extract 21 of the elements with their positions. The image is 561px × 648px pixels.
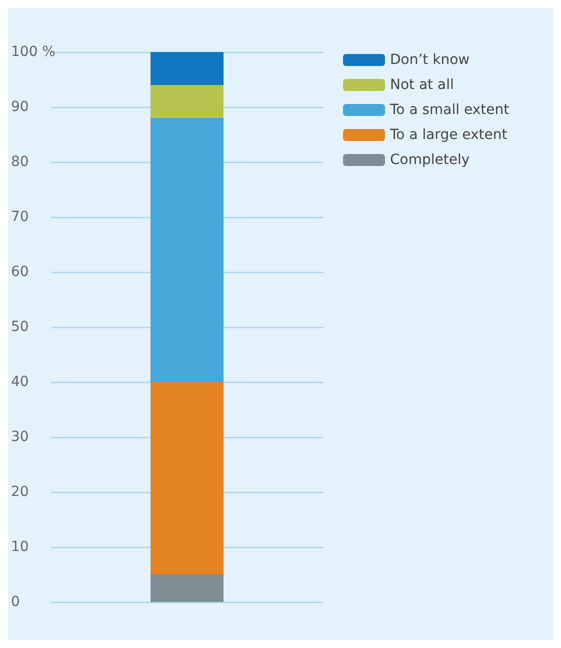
y-tick-label: 40 <box>11 374 29 390</box>
bar <box>150 118 224 382</box>
y-tick-label: 80 <box>11 154 29 170</box>
y-tick-label: 50 <box>11 319 29 335</box>
y-tick-label: 30 <box>11 429 29 445</box>
y-tick-label: 100 % <box>11 44 56 60</box>
y-tick-label: 90 <box>11 99 29 115</box>
bar <box>150 52 224 85</box>
y-tick-label: 0 <box>11 594 20 610</box>
bar <box>150 85 224 118</box>
y-tick-label: 20 <box>11 484 29 500</box>
bar <box>150 574 224 602</box>
legend-label: To a large extent <box>389 127 508 143</box>
y-tick-label: 70 <box>11 209 29 225</box>
y-tick-label: 60 <box>11 264 29 280</box>
legend-label: To a small extent <box>389 102 510 118</box>
legend-label: Don’t know <box>390 52 470 68</box>
bar <box>150 382 224 574</box>
legend-label: Completely <box>390 152 470 168</box>
legend-label: Not at all <box>390 77 454 93</box>
y-tick-label: 10 <box>11 539 29 555</box>
